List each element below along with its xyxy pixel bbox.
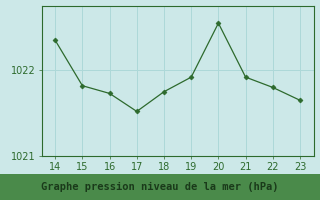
Text: Graphe pression niveau de la mer (hPa): Graphe pression niveau de la mer (hPa) [41, 182, 279, 192]
